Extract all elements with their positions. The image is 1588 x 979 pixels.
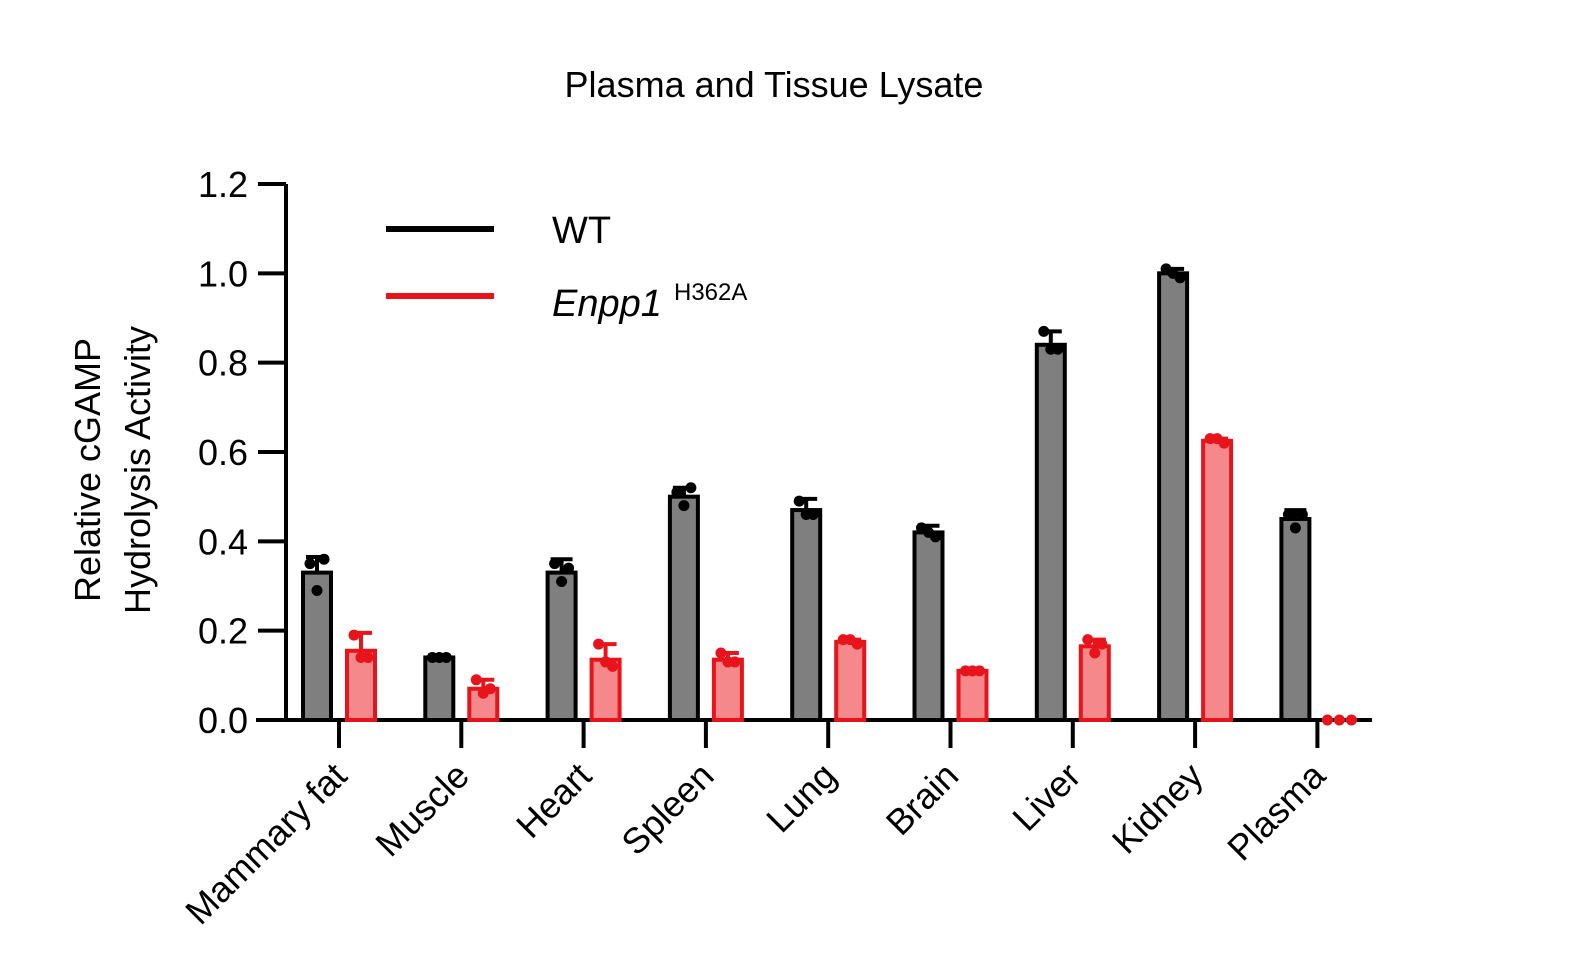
data-point bbox=[556, 576, 568, 588]
y-tick-label: 0.8 bbox=[198, 343, 248, 384]
bar bbox=[1078, 644, 1111, 722]
legend: WT Enpp1 H362A bbox=[386, 210, 747, 325]
bar-group bbox=[545, 557, 578, 722]
data-point bbox=[1289, 522, 1301, 534]
bar bbox=[1157, 271, 1190, 722]
x-tick-label: Lung bbox=[758, 755, 844, 841]
data-point bbox=[355, 651, 367, 663]
data-point bbox=[311, 584, 323, 596]
data-point bbox=[549, 558, 561, 570]
bar-group bbox=[790, 495, 823, 723]
bars bbox=[301, 263, 1357, 726]
data-point bbox=[1167, 267, 1179, 279]
y-tick-label: 1.0 bbox=[198, 253, 248, 294]
data-point bbox=[348, 629, 360, 641]
bar bbox=[912, 530, 945, 723]
y-axis: 0.0 0.2 0.4 0.6 0.8 1.0 1.2 bbox=[198, 164, 288, 741]
legend-label-wt: WT bbox=[552, 210, 611, 252]
y-tick-label: 0.2 bbox=[198, 611, 248, 652]
y-tick-label: 0.6 bbox=[198, 432, 248, 473]
bar bbox=[423, 655, 456, 723]
x-tick-label: Liver bbox=[1004, 755, 1088, 839]
bar bbox=[834, 639, 867, 722]
chart-title: Plasma and Tissue Lysate bbox=[565, 64, 984, 105]
bar-group bbox=[1321, 714, 1357, 726]
x-tick-label: Plasma bbox=[1219, 754, 1334, 869]
bar-group bbox=[301, 553, 333, 722]
y-axis-label: Relative cGAMP Hydrolysis Activity bbox=[67, 326, 158, 614]
bar bbox=[1279, 517, 1312, 722]
y-tick-label: 0.0 bbox=[198, 700, 248, 741]
data-point bbox=[593, 638, 605, 650]
bar-group bbox=[834, 634, 867, 722]
data-point bbox=[671, 486, 683, 498]
data-point bbox=[678, 500, 690, 512]
data-point bbox=[318, 553, 330, 565]
bar-group bbox=[589, 638, 622, 723]
bar-group bbox=[467, 674, 500, 723]
data-point bbox=[967, 665, 978, 677]
data-point bbox=[433, 651, 445, 663]
bar-group bbox=[1157, 263, 1190, 722]
data-point bbox=[1333, 714, 1345, 726]
y-tick-label: 0.4 bbox=[198, 521, 248, 562]
data-point bbox=[477, 687, 489, 699]
data-point bbox=[1089, 647, 1101, 659]
bar bbox=[1034, 342, 1067, 722]
bar bbox=[956, 668, 989, 722]
data-point bbox=[722, 656, 734, 668]
data-point bbox=[600, 656, 612, 668]
bar-group bbox=[711, 647, 744, 723]
bar bbox=[301, 570, 333, 722]
data-point bbox=[1096, 638, 1108, 650]
x-tick-label: Kidney bbox=[1104, 755, 1211, 862]
bar-group bbox=[1078, 634, 1111, 722]
bar bbox=[545, 570, 578, 722]
data-point bbox=[1082, 634, 1094, 646]
data-point bbox=[1038, 325, 1050, 337]
data-point bbox=[1045, 343, 1057, 355]
bar-group bbox=[423, 651, 456, 723]
data-point bbox=[793, 495, 805, 507]
bar-group bbox=[1201, 433, 1234, 722]
data-point bbox=[470, 674, 482, 686]
legend-label-enpp1-superscript: H362A bbox=[674, 279, 747, 306]
y-tick-label: 1.2 bbox=[198, 164, 248, 205]
legend-label-enpp1: Enpp1 bbox=[552, 283, 662, 325]
x-tick-label: Spleen bbox=[613, 755, 721, 863]
bar-group bbox=[345, 629, 377, 722]
data-point bbox=[715, 647, 727, 659]
bar-group bbox=[1034, 325, 1067, 722]
data-point bbox=[1282, 509, 1294, 521]
data-point bbox=[304, 558, 316, 570]
bar bbox=[711, 657, 744, 723]
data-point bbox=[563, 562, 575, 574]
bar bbox=[667, 494, 700, 722]
data-point bbox=[685, 482, 697, 494]
data-point bbox=[923, 526, 934, 538]
x-tick-label: Mammary fat bbox=[177, 755, 355, 933]
x-tick-label: Brain bbox=[878, 755, 966, 843]
x-tick-label: Heart bbox=[508, 755, 599, 846]
x-tick-label: Muscle bbox=[367, 755, 477, 865]
data-point bbox=[1321, 714, 1333, 726]
bar-group bbox=[956, 665, 989, 722]
x-axis: Mammary fat Muscle Heart Spleen Lung Brain Liv… bbox=[177, 718, 1372, 933]
y-axis-label-line-2: Hydrolysis Activity bbox=[117, 326, 158, 614]
data-point bbox=[1345, 714, 1357, 726]
bar-group bbox=[912, 522, 945, 723]
data-point bbox=[1211, 433, 1223, 445]
bar-group bbox=[1279, 508, 1312, 722]
data-point bbox=[844, 634, 856, 646]
bar bbox=[1201, 438, 1234, 722]
data-point bbox=[800, 509, 812, 521]
y-axis-label-line-1: Relative cGAMP bbox=[67, 338, 108, 602]
bar bbox=[790, 508, 823, 723]
data-point bbox=[1296, 509, 1308, 521]
bar-group bbox=[667, 482, 700, 722]
